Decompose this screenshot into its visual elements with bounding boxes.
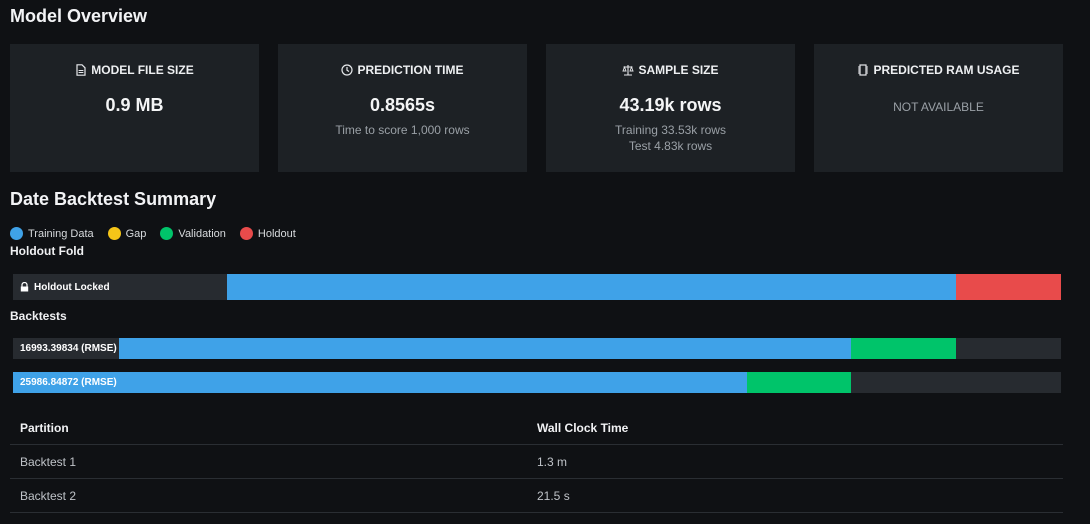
- column-header-wall-clock[interactable]: Wall Clock Time: [537, 420, 629, 435]
- partition-cell: Backtest 1: [20, 454, 77, 469]
- training-segment[interactable]: [119, 338, 852, 359]
- holdout-locked-label: Holdout Locked: [34, 281, 110, 293]
- legend: Training Data Gap Validation Holdout: [10, 227, 296, 240]
- card-subtext: Time to score 1,000 rows: [335, 123, 470, 137]
- sample-size-card: SAMPLE SIZE 43.19k rows Training 33.53k …: [546, 44, 795, 172]
- wall-clock-cell: 21.5 s: [537, 488, 570, 503]
- legend-item-training: Training Data: [10, 227, 94, 240]
- card-label: PREDICTED RAM USAGE: [873, 63, 1020, 77]
- table-row[interactable]: Backtest 2 21.5 s: [10, 479, 1063, 513]
- legend-item-validation: Validation: [160, 227, 226, 240]
- holdout-fold-label: Holdout Fold: [10, 244, 84, 258]
- backtest-bar-1[interactable]: 16993.39834 (RMSE): [13, 338, 1061, 359]
- backtest-score-label: 25986.84872 (RMSE): [20, 377, 117, 388]
- legend-label: Gap: [125, 227, 147, 240]
- legend-item-holdout: Holdout: [239, 227, 296, 240]
- column-header-partition[interactable]: Partition: [20, 420, 69, 435]
- holdout-bar[interactable]: Holdout Locked: [13, 274, 1061, 300]
- validation-segment[interactable]: [851, 338, 957, 359]
- chip-icon: [858, 64, 869, 76]
- prediction-time-card: PREDICTION TIME 0.8565s Time to score 1,…: [278, 44, 527, 172]
- backtest-bar-2[interactable]: 25986.84872 (RMSE): [13, 372, 1061, 393]
- page-title: Model Overview: [10, 6, 148, 26]
- partition-table: Partition Wall Clock Time Backtest 1 1.3…: [10, 411, 1063, 513]
- partition-cell: Backtest 2: [20, 488, 77, 503]
- card-value: 43.19k rows: [619, 95, 722, 115]
- training-segment[interactable]: [227, 274, 957, 300]
- predicted-ram-card: PREDICTED RAM USAGE NOT AVAILABLE: [814, 44, 1063, 172]
- backtest-score-label: 16993.39834 (RMSE): [20, 343, 117, 354]
- card-label: MODEL FILE SIZE: [91, 63, 194, 77]
- file-icon: [76, 64, 86, 76]
- legend-dot: [107, 227, 121, 240]
- card-value: 0.8565s: [369, 95, 436, 115]
- training-rows-text: Training 33.53k rows: [615, 123, 726, 137]
- model-file-size-card: MODEL FILE SIZE 0.9 MB: [10, 44, 259, 172]
- holdout-segment[interactable]: [956, 274, 1061, 300]
- test-rows-text: Test 4.83k rows: [628, 139, 713, 153]
- training-segment[interactable]: [13, 372, 747, 393]
- backtests-label: Backtests: [10, 309, 67, 323]
- card-label: SAMPLE SIZE: [638, 63, 719, 77]
- overview-cards: MODEL FILE SIZE 0.9 MB PREDICTION TIME 0…: [10, 44, 1063, 172]
- table-row[interactable]: Backtest 1 1.3 m: [10, 445, 1063, 479]
- validation-segment[interactable]: [746, 372, 852, 393]
- wall-clock-cell: 1.3 m: [537, 454, 568, 469]
- table-header-row: Partition Wall Clock Time: [10, 411, 1063, 445]
- clock-icon: [341, 64, 354, 76]
- legend-dot: [160, 227, 174, 240]
- lock-icon: [20, 282, 29, 292]
- section-title: Date Backtest Summary: [10, 189, 217, 209]
- legend-label: Holdout: [257, 227, 296, 240]
- legend-label: Validation: [178, 227, 226, 240]
- legend-item-gap: Gap: [107, 227, 147, 240]
- scale-icon: [622, 65, 635, 76]
- legend-dot: [10, 227, 23, 240]
- card-value: 0.9 MB: [105, 95, 164, 115]
- legend-dot: [239, 227, 253, 240]
- legend-label: Training Data: [28, 227, 94, 240]
- card-label: PREDICTION TIME: [357, 63, 464, 77]
- card-value: NOT AVAILABLE: [893, 100, 984, 114]
